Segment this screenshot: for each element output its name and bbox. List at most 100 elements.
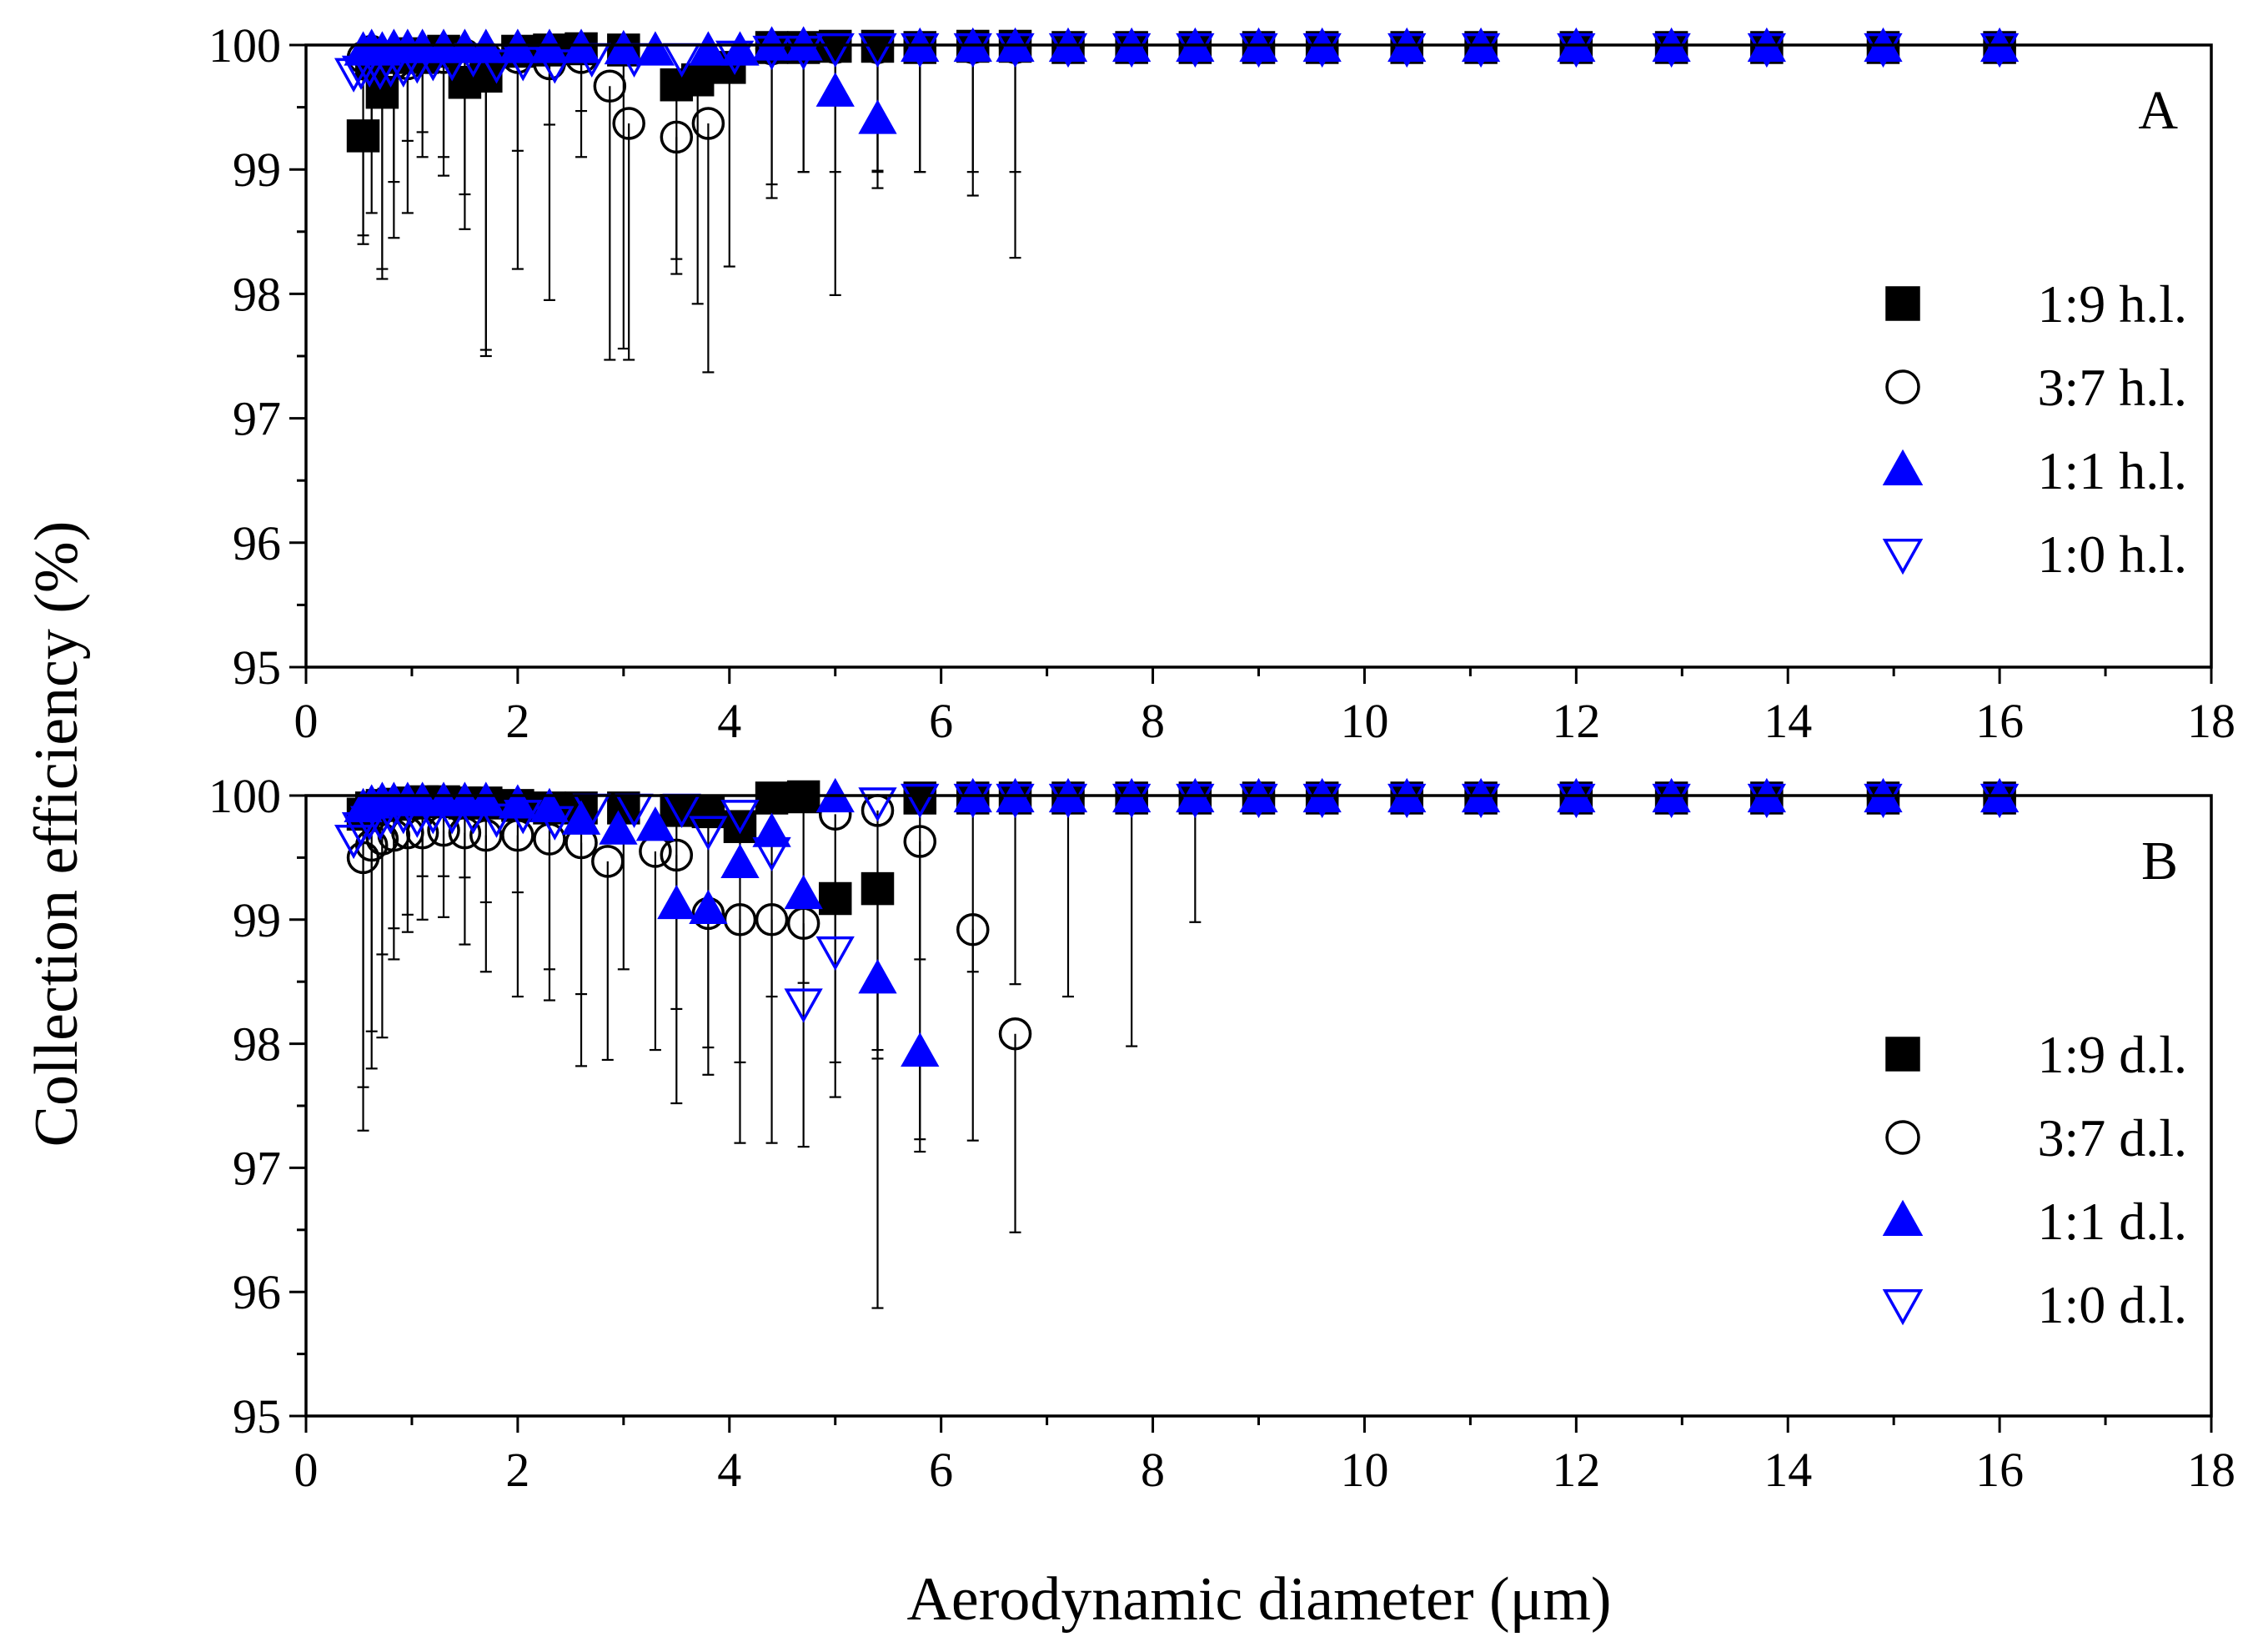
data-point xyxy=(341,55,381,90)
data-point xyxy=(752,836,791,872)
plot-frame xyxy=(304,794,2213,1418)
data-point xyxy=(996,33,1035,68)
legend-label: 1:1 d.l. xyxy=(2037,1192,2187,1251)
data-point xyxy=(953,33,992,68)
data-point xyxy=(1747,33,1786,68)
data-point xyxy=(752,35,791,71)
data-point xyxy=(657,884,696,920)
data-point xyxy=(858,959,897,994)
data-point xyxy=(561,28,601,63)
data-point xyxy=(861,871,895,906)
data-point xyxy=(454,800,493,835)
data-point xyxy=(720,843,760,878)
data-point xyxy=(858,99,897,134)
data-point xyxy=(815,33,855,68)
y-tick-label: 97 xyxy=(233,392,281,446)
legend-label: 1:0 h.l. xyxy=(2037,525,2187,584)
data-point xyxy=(384,800,423,835)
data-point xyxy=(784,35,823,71)
data-point xyxy=(689,31,728,66)
panel-letter: A xyxy=(2138,80,2178,141)
data-point xyxy=(350,53,389,88)
data-point xyxy=(755,781,789,815)
data-point xyxy=(1302,783,1342,819)
x-tick-label: 0 xyxy=(294,694,319,748)
data-point xyxy=(1048,783,1088,819)
data-point xyxy=(433,47,472,82)
data-point xyxy=(1652,783,1691,819)
data-point xyxy=(996,783,1035,819)
data-point xyxy=(477,803,516,838)
y-tick-label: 95 xyxy=(233,640,281,695)
data-point xyxy=(477,49,516,84)
data-point xyxy=(752,812,791,847)
data-point xyxy=(1048,33,1088,68)
data-point xyxy=(1980,33,2020,68)
data-point xyxy=(903,825,937,858)
data-point xyxy=(901,33,940,68)
y-tick-label: 96 xyxy=(233,516,281,570)
x-tick-label: 16 xyxy=(1975,1443,2024,1497)
data-point xyxy=(599,810,638,845)
data-point xyxy=(360,806,400,841)
data-point xyxy=(1176,33,1215,68)
data-point xyxy=(1239,783,1278,819)
x-tick-label: 14 xyxy=(1764,694,1812,748)
data-point xyxy=(533,822,566,856)
x-tick-label: 6 xyxy=(929,694,953,748)
data-point xyxy=(635,806,675,841)
data-point xyxy=(691,107,725,140)
data-point xyxy=(414,47,453,82)
error-bars xyxy=(357,796,1202,1309)
data-point xyxy=(660,838,694,872)
legend-label: 1:9 d.l. xyxy=(2037,1025,2187,1084)
data-point xyxy=(720,800,760,835)
x-tick-label: 14 xyxy=(1764,1443,1812,1497)
legend-label: 3:7 d.l. xyxy=(2037,1108,2187,1167)
data-point xyxy=(680,63,715,97)
legend-marker xyxy=(1885,286,1920,321)
data-point xyxy=(1461,33,1501,68)
x-tick-label: 6 xyxy=(929,1443,953,1497)
data-point xyxy=(660,794,694,827)
x-tick-label: 12 xyxy=(1552,694,1600,748)
data-point xyxy=(1387,33,1427,68)
data-point xyxy=(858,787,897,822)
data-point xyxy=(723,810,757,843)
legend-marker xyxy=(1885,1120,1920,1155)
data-point xyxy=(535,49,575,84)
data-point xyxy=(593,69,627,103)
y-tick-label: 97 xyxy=(233,1141,281,1195)
legend-marker xyxy=(1882,1199,1924,1236)
data-markers xyxy=(334,777,2020,1067)
data-point xyxy=(784,874,823,910)
data-point xyxy=(1461,783,1501,819)
data-point xyxy=(1176,783,1215,819)
data-point xyxy=(901,1032,940,1067)
panel-a: 0 2 4 6 8 10 12 14 16 18 95 96 97 98 99 100 A 1:9 h.l. 3:7… xyxy=(208,18,2235,748)
x-tick-label: 18 xyxy=(2187,694,2235,748)
data-point xyxy=(469,818,503,852)
data-point xyxy=(1747,783,1786,819)
legend-marker xyxy=(1882,539,1924,575)
data-point xyxy=(755,903,789,936)
legend-marker xyxy=(1885,369,1920,404)
y-tick-label: 95 xyxy=(233,1389,281,1444)
x-tick-label: 16 xyxy=(1975,694,2024,748)
data-point xyxy=(953,783,992,819)
data-point xyxy=(1652,33,1691,68)
legend-label: 3:7 h.l. xyxy=(2037,358,2187,417)
x-tick-label: 8 xyxy=(1141,1443,1165,1497)
data-point xyxy=(1557,783,1596,819)
data-markers xyxy=(334,26,2020,154)
y-tick-label: 98 xyxy=(233,1017,281,1072)
data-point xyxy=(1980,783,2020,819)
y-tick-label: 100 xyxy=(208,769,281,823)
legend: 1:9 h.l. 3:7 h.l. 1:1 h.l. 1:0 h.l. xyxy=(1882,274,2187,584)
x-tick-label: 2 xyxy=(505,1443,529,1497)
x-tick-label: 18 xyxy=(2187,1443,2235,1497)
data-point xyxy=(956,912,990,947)
panel-b: 0 2 4 6 8 10 12 14 16 18 95 96 97 98 99 100 B 1:9 d.l. 3:7… xyxy=(208,769,2235,1497)
data-point xyxy=(504,47,543,82)
